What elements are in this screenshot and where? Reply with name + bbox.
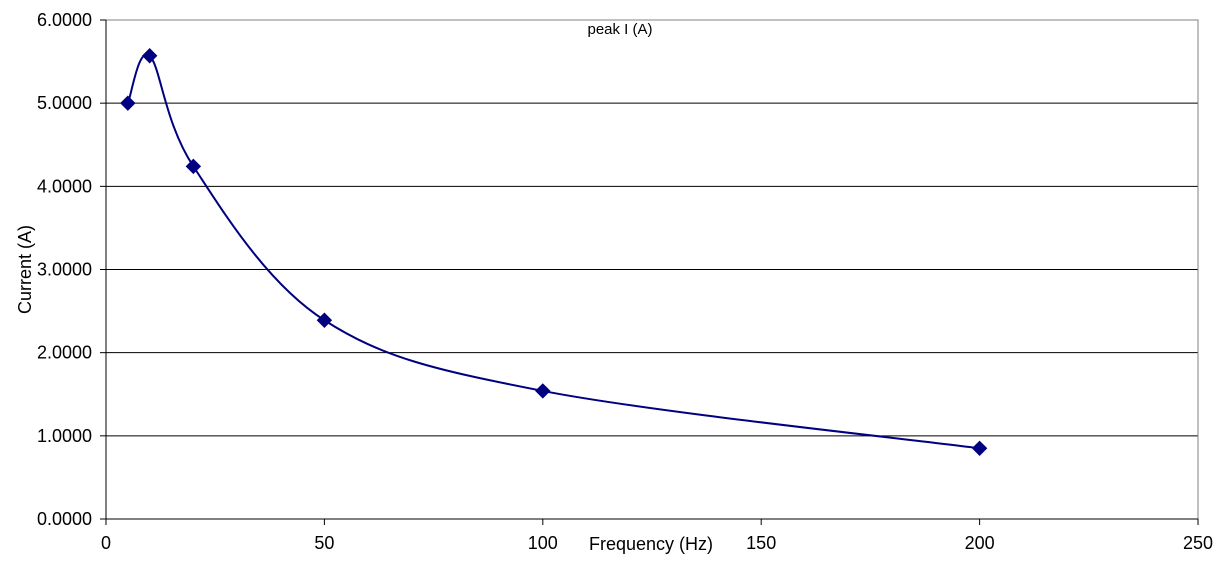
y-axis-title: Current (A) <box>15 225 35 314</box>
x-tick-label-1: 50 <box>314 533 334 553</box>
chart-title: peak I (A) <box>587 21 652 38</box>
data-point-0 <box>120 95 136 111</box>
label-layer: 0.0000 1.0000 2.0000 3.0000 4.0000 5.0000 6.00… <box>37 10 1213 553</box>
data-point-5 <box>971 440 988 457</box>
data-point-1 <box>141 48 158 64</box>
grid-layer <box>106 19 1198 437</box>
x-axis-title: Frequency (Hz) <box>589 534 713 554</box>
x-tick-label-5: 250 <box>1183 533 1213 553</box>
x-tick-label-0: 0 <box>101 533 111 553</box>
x-tick-label-4: 200 <box>965 533 995 553</box>
x-tick-label-3: 150 <box>746 533 776 553</box>
y-tick-label-5: 5.0000 <box>37 93 92 113</box>
data-point-2 <box>185 158 202 175</box>
axis-layer <box>100 19 1199 525</box>
y-tick-label-0: 0.0000 <box>37 509 92 529</box>
y-tick-label-4: 4.0000 <box>37 176 92 196</box>
data-point-3 <box>316 312 333 328</box>
series-layer <box>120 48 988 457</box>
y-tick-label-3: 3.0000 <box>37 260 92 280</box>
data-point-4 <box>535 383 551 399</box>
series-line-0 <box>126 53 980 450</box>
y-tick-label-1: 1.0000 <box>37 426 92 446</box>
y-tick-label-6: 6.0000 <box>37 10 92 30</box>
y-tick-label-2: 2.0000 <box>37 343 92 363</box>
x-tick-label-2: 100 <box>528 533 558 553</box>
